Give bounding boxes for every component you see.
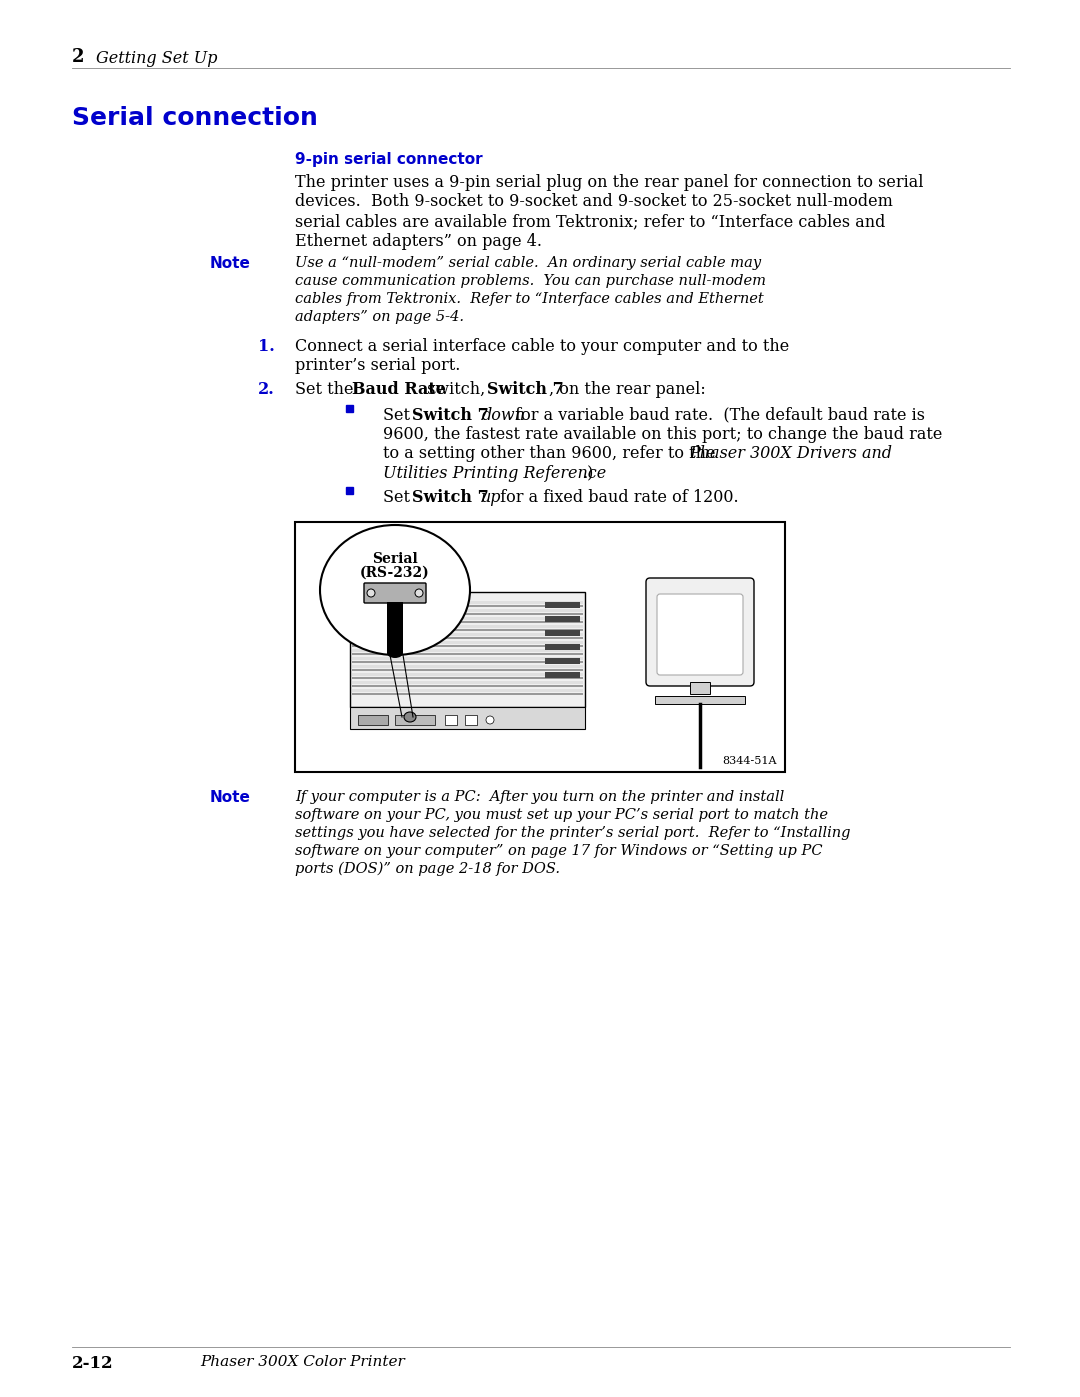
Bar bbox=[387, 602, 403, 652]
Text: switch,: switch, bbox=[422, 381, 490, 398]
Text: , on the rear panel:: , on the rear panel: bbox=[549, 381, 706, 398]
Text: 1.: 1. bbox=[258, 338, 274, 355]
Text: cables from Tektronix.  Refer to “Interface cables and Ethernet: cables from Tektronix. Refer to “Interfa… bbox=[295, 292, 764, 306]
Ellipse shape bbox=[367, 590, 375, 597]
Text: adapters” on page 5-4.: adapters” on page 5-4. bbox=[295, 310, 464, 324]
Text: Connect a serial interface cable to your computer and to the: Connect a serial interface cable to your… bbox=[295, 338, 789, 355]
Text: 2: 2 bbox=[72, 47, 84, 66]
Bar bbox=[352, 641, 583, 644]
Bar bbox=[352, 680, 583, 685]
Bar bbox=[690, 682, 710, 694]
Text: Use a “null-modem” serial cable.  An ordinary serial cable may: Use a “null-modem” serial cable. An ordi… bbox=[295, 256, 761, 270]
Text: software on your computer” on page 17 for Windows or “Setting up PC: software on your computer” on page 17 fo… bbox=[295, 844, 823, 858]
Text: Switch 7: Switch 7 bbox=[411, 489, 488, 506]
Text: devices.  Both 9-socket to 9-socket and 9-socket to 25-socket null-modem: devices. Both 9-socket to 9-socket and 9… bbox=[295, 194, 893, 211]
Text: Phaser 300X Drivers and: Phaser 300X Drivers and bbox=[690, 446, 892, 462]
Bar bbox=[352, 685, 583, 687]
Text: serial cables are available from Tektronix; refer to “Interface cables and: serial cables are available from Tektron… bbox=[295, 212, 886, 231]
Text: Getting Set Up: Getting Set Up bbox=[96, 50, 217, 67]
Text: Ethernet adapters” on page 4.: Ethernet adapters” on page 4. bbox=[295, 232, 542, 250]
Text: Switch 7: Switch 7 bbox=[487, 381, 564, 398]
Text: Set the: Set the bbox=[295, 381, 359, 398]
Text: up: up bbox=[482, 489, 502, 506]
Text: Phaser 300X Color Printer: Phaser 300X Color Printer bbox=[200, 1355, 405, 1369]
Text: 9-pin serial connector: 9-pin serial connector bbox=[295, 152, 483, 168]
Text: Set: Set bbox=[383, 489, 415, 506]
Bar bbox=[352, 617, 583, 620]
Text: down: down bbox=[482, 407, 525, 423]
Text: for a fixed baud rate of 1200.: for a fixed baud rate of 1200. bbox=[496, 489, 739, 506]
Bar bbox=[545, 630, 580, 636]
FancyBboxPatch shape bbox=[364, 583, 426, 604]
Bar bbox=[545, 616, 580, 622]
Bar bbox=[545, 644, 580, 650]
Bar bbox=[395, 715, 435, 725]
Text: Utilities Printing Reference: Utilities Printing Reference bbox=[383, 465, 606, 482]
Bar bbox=[545, 602, 580, 608]
Text: Baud Rate: Baud Rate bbox=[352, 381, 446, 398]
Bar bbox=[465, 715, 477, 725]
Text: Serial connection: Serial connection bbox=[72, 106, 318, 130]
Bar bbox=[352, 605, 583, 608]
Bar bbox=[346, 488, 353, 495]
Bar bbox=[295, 522, 785, 773]
Text: 8344-51A: 8344-51A bbox=[723, 756, 777, 766]
Ellipse shape bbox=[486, 717, 494, 724]
FancyBboxPatch shape bbox=[646, 578, 754, 686]
Bar bbox=[352, 622, 583, 623]
Bar bbox=[654, 696, 745, 704]
Bar bbox=[352, 650, 583, 652]
Text: to a setting other than 9600, refer to the: to a setting other than 9600, refer to t… bbox=[383, 446, 720, 462]
Bar bbox=[352, 624, 583, 629]
Bar bbox=[352, 657, 583, 659]
Text: printer’s serial port.: printer’s serial port. bbox=[295, 358, 460, 374]
Text: (RS-232): (RS-232) bbox=[360, 566, 430, 580]
Bar bbox=[352, 678, 583, 679]
Bar bbox=[445, 715, 457, 725]
Bar bbox=[352, 609, 583, 612]
Ellipse shape bbox=[415, 590, 423, 597]
Text: Note: Note bbox=[210, 789, 251, 805]
Bar bbox=[352, 637, 583, 638]
Text: 2-12: 2-12 bbox=[72, 1355, 113, 1372]
Text: 9600, the fastest rate available on this port; to change the baud rate: 9600, the fastest rate available on this… bbox=[383, 426, 943, 443]
Bar bbox=[346, 405, 353, 412]
Text: Note: Note bbox=[210, 256, 251, 271]
Bar bbox=[352, 661, 583, 664]
Text: software on your PC, you must set up your PC’s serial port to match the: software on your PC, you must set up you… bbox=[295, 807, 828, 821]
Bar bbox=[352, 693, 583, 694]
Bar bbox=[352, 652, 583, 655]
Text: If your computer is a PC:  After you turn on the printer and install: If your computer is a PC: After you turn… bbox=[295, 789, 784, 805]
Bar bbox=[357, 715, 388, 725]
Text: Serial: Serial bbox=[373, 552, 418, 566]
Text: Switch 7: Switch 7 bbox=[411, 407, 488, 423]
Bar bbox=[352, 633, 583, 636]
Bar bbox=[352, 601, 583, 604]
Text: 2.: 2. bbox=[258, 381, 274, 398]
Bar bbox=[350, 592, 585, 707]
Bar bbox=[350, 707, 585, 729]
Bar bbox=[352, 673, 583, 676]
Bar bbox=[545, 672, 580, 678]
Text: for a variable baud rate.  (The default baud rate is: for a variable baud rate. (The default b… bbox=[510, 407, 924, 423]
Text: Set: Set bbox=[383, 407, 415, 423]
Text: cause communication problems.  You can purchase null-modem: cause communication problems. You can pu… bbox=[295, 274, 766, 288]
Text: settings you have selected for the printer’s serial port.  Refer to “Installing: settings you have selected for the print… bbox=[295, 826, 851, 840]
Bar bbox=[352, 645, 583, 647]
Ellipse shape bbox=[387, 648, 403, 658]
Bar bbox=[352, 613, 583, 615]
Text: The printer uses a 9-pin serial plug on the rear panel for connection to serial: The printer uses a 9-pin serial plug on … bbox=[295, 175, 923, 191]
Bar bbox=[545, 658, 580, 664]
Bar bbox=[352, 669, 583, 671]
Ellipse shape bbox=[404, 712, 416, 722]
Bar bbox=[352, 629, 583, 631]
Bar bbox=[352, 665, 583, 668]
FancyBboxPatch shape bbox=[657, 594, 743, 675]
Text: ports (DOS)” on page 2-18 for DOS.: ports (DOS)” on page 2-18 for DOS. bbox=[295, 862, 561, 876]
Ellipse shape bbox=[320, 525, 470, 655]
Bar bbox=[352, 689, 583, 692]
Text: .): .) bbox=[582, 465, 594, 482]
